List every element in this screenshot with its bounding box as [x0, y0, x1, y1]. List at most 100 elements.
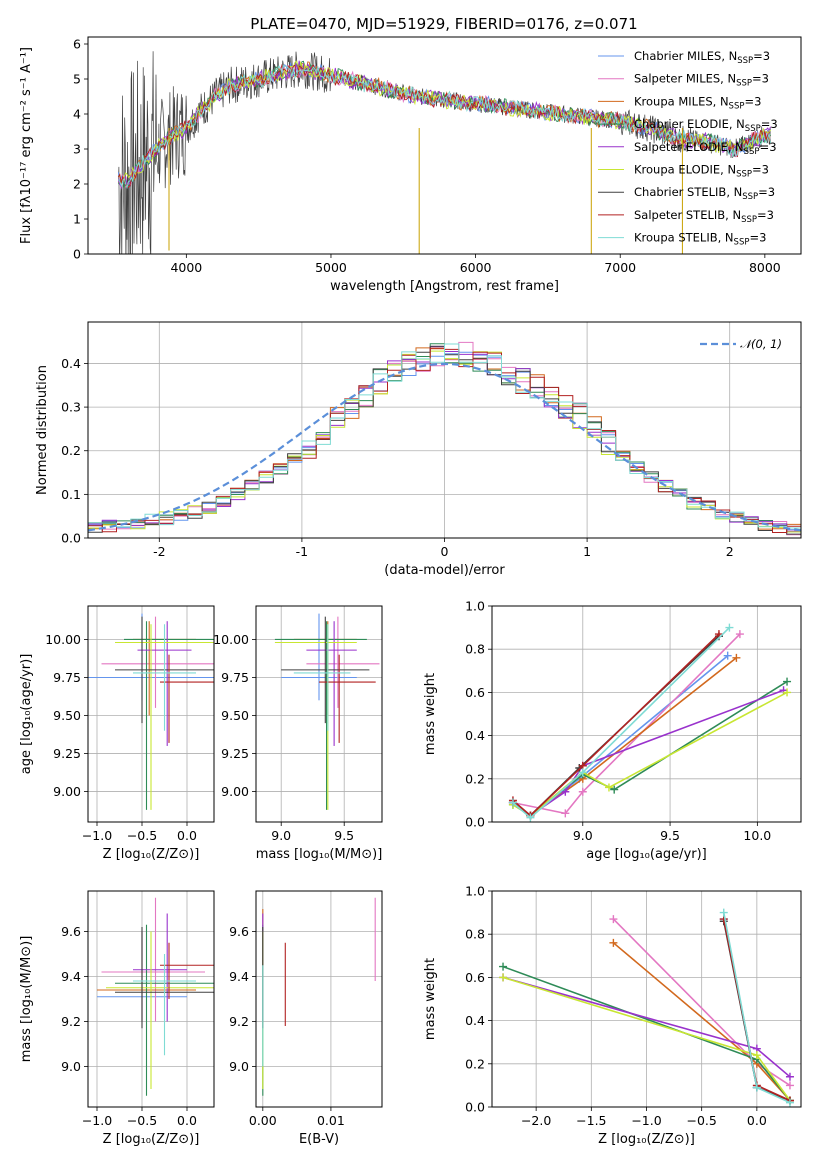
residuals-axes: -2 -1 0 1 2 0.0 0.1 0.2 0.3 0.4 (data-model)/error…	[35, 321, 802, 578]
y-axis-label: mass [log₁₀(M/M⊙)]	[19, 936, 34, 1063]
mass-weight-marker	[561, 787, 570, 796]
x-tick-label: −0.5	[127, 1113, 157, 1128]
y-tick-label: 9.50	[53, 708, 81, 723]
y-tick-label: 10.00	[45, 632, 81, 647]
mass-weight-marker	[714, 630, 723, 639]
residuals-marks	[88, 341, 801, 536]
massweight_vs_age-axes: 9.0 9.5 10.0 0.0 0.2 0.4 0.6 0.8 1.0 age [log₁₀(a…	[423, 599, 802, 862]
y-tick-label: 0.2	[61, 443, 81, 458]
x-tick-label: −1.5	[576, 1113, 606, 1128]
legend-entry-subscript: SSP	[742, 192, 758, 202]
y-tick-label: 0.2	[465, 771, 485, 786]
x-tick-label: 0.0	[177, 828, 197, 843]
axes-frame	[255, 890, 383, 1108]
x-tick-label: 9.0	[573, 828, 593, 843]
mass-weight-marker	[783, 688, 792, 697]
mass_vs_Z-marks	[97, 897, 214, 1096]
y-tick-label: 9.25	[221, 746, 249, 761]
x-axis-label: Z [log₁₀(Z/Z⊙)]	[103, 1132, 200, 1147]
spectrum-marks	[117, 51, 772, 254]
y-tick-label: 0.8	[465, 642, 485, 657]
x-tick-label: 5000	[315, 260, 347, 275]
y-tick-label: 9.00	[53, 784, 81, 799]
x-tick-label: 10.0	[743, 828, 771, 843]
x-tick-label: 9.0	[271, 828, 291, 843]
y-tick-label: 9.75	[221, 670, 249, 685]
mass_vs_EBV-axes: 0.00 0.01 9.0 9.2 9.4 9.6 E(B-V)	[229, 890, 383, 1147]
mass-weight-marker	[604, 783, 613, 792]
x-tick-label: 9.5	[660, 828, 680, 843]
legend-entry-subscript: SSP	[729, 101, 745, 111]
x-axis-label: wavelength [Angstrom, rest frame]	[330, 279, 559, 294]
axes-frame	[255, 605, 383, 823]
y-tick-label: 9.6	[229, 924, 249, 939]
legend-entry: Chabrier ELODIE, NSSP=3	[634, 117, 778, 134]
y-tick-label: 0.0	[465, 1100, 485, 1115]
age_vs_Z-marks	[88, 613, 214, 810]
mass-weight-marker	[499, 962, 508, 971]
y-axis-label: mass weight	[423, 673, 438, 755]
axes-frame	[491, 890, 802, 1108]
x-tick-label: 0.0	[747, 1113, 767, 1128]
y-tick-label: 0.4	[465, 728, 485, 743]
figure-title: PLATE=0470, MJD=51929, FIBERID=0176, z=0…	[250, 15, 637, 33]
y-tick-label: 9.50	[221, 708, 249, 723]
x-axis-label: mass [log₁₀(M/M⊙)]	[256, 847, 383, 862]
y-tick-label: 1.0	[465, 884, 485, 899]
x-axis-label: E(B-V)	[299, 1132, 339, 1147]
mass-weight-marker	[499, 973, 508, 982]
x-tick-label: 1	[583, 544, 591, 559]
mass-weight-marker	[752, 1083, 761, 1092]
legend-entry: Salpeter STELIB, NSSP=3	[634, 208, 774, 225]
legend-entry-suffix: =3	[757, 208, 774, 222]
x-tick-label: 0.01	[317, 1113, 345, 1128]
massweight_vs_Z-axes: −2.0 −1.5 −1.0 −0.5 0.0 0.0 0.2 0.4 0.6 0.8 1.0 Z […	[423, 884, 802, 1147]
y-axis-label: Normed distribution	[35, 365, 50, 495]
y-tick-label: 0.4	[465, 1013, 485, 1028]
mass-weight-marker	[610, 785, 619, 794]
y-axis-label: Flux [fλ10⁻¹⁷ erg cm⁻² s⁻¹ A⁻¹]	[19, 47, 34, 244]
mass-weight-marker	[561, 809, 570, 818]
legend-entry: 𝒩(0, 1)	[740, 337, 782, 351]
spectrum-axes: 4000 5000 6000 7000 8000 0 1 2 3 4 5 6 wavelength [A…	[19, 36, 802, 294]
legend-entry: Salpeter ELODIE, NSSP=3	[634, 140, 777, 157]
x-tick-label: −1.0	[82, 1113, 112, 1128]
y-tick-label: 9.00	[221, 784, 249, 799]
x-tick-label: 7000	[604, 260, 636, 275]
y-tick-label: 3	[73, 142, 81, 157]
legend-entry-suffix: =3	[753, 49, 770, 63]
legend-entry-suffix: =3	[749, 231, 766, 245]
legend-entry: Chabrier MILES, NSSP=3	[634, 49, 770, 66]
x-tick-label: 4000	[170, 260, 202, 275]
mass-weight-marker	[785, 1098, 794, 1107]
mass-weight-marker	[732, 653, 741, 662]
legend-entry-suffix: =3	[760, 140, 777, 154]
y-tick-label: 9.4	[61, 969, 81, 984]
y-tick-label: 0.6	[465, 970, 485, 985]
x-tick-label: 0	[441, 544, 449, 559]
y-tick-label: 6	[73, 37, 81, 52]
legend-entry-suffix: =3	[752, 163, 769, 177]
residual-histogram-line	[88, 343, 801, 529]
mass-weight-marker	[752, 1051, 761, 1060]
y-tick-label: 2	[73, 177, 81, 192]
mass_vs_Z-axes: −1.0 −0.5 0.0 9.0 9.2 9.4 9.6 Z [log₁₀(Z/Z⊙)] ma…	[19, 890, 215, 1147]
y-tick-label: 0.6	[465, 685, 485, 700]
age_vs_mass-axes: 9.0 9.5 9.00 9.25 9.50 9.75 10.00 mass [log₁₀(M…	[213, 605, 383, 862]
x-axis-label: Z [log₁₀(Z/Z⊙)]	[103, 847, 200, 862]
y-tick-label: 9.6	[61, 924, 81, 939]
y-tick-label: 0	[73, 247, 81, 262]
legend-entry: Kroupa STELIB, NSSP=3	[634, 231, 766, 248]
x-tick-label: 0.00	[249, 1113, 277, 1128]
x-tick-label: 0.0	[177, 1113, 197, 1128]
legend-entry: Chabrier STELIB, NSSP=3	[634, 185, 775, 202]
legend-entry-subscript: SSP	[745, 124, 761, 134]
x-tick-label: −2.0	[521, 1113, 551, 1128]
legend-entry-subscript: SSP	[736, 79, 752, 89]
mass_vs_EBV-marks	[262, 897, 376, 1096]
axes-frame	[87, 321, 802, 539]
legend-entry-suffix: =3	[752, 72, 769, 86]
legend-entry-subscript: SSP	[744, 147, 760, 157]
legend-entry: Salpeter MILES, NSSP=3	[634, 72, 769, 89]
